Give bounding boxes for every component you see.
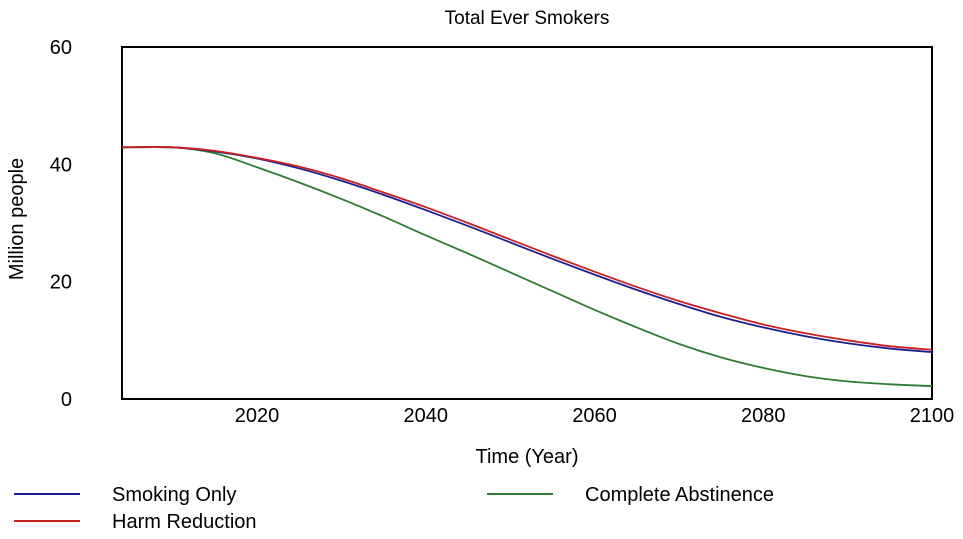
y-tick-label: 0 xyxy=(61,389,72,411)
x-tick-label: 2080 xyxy=(741,405,786,427)
plot-area xyxy=(121,46,933,400)
x-tick-label: 2040 xyxy=(404,405,449,427)
y-axis-label: Million people xyxy=(6,158,28,280)
chart-title: Total Ever Smokers xyxy=(445,8,610,29)
y-tick-label: 20 xyxy=(50,272,72,294)
legend-label: Smoking Only xyxy=(112,484,237,506)
legend-label: Complete Abstinence xyxy=(585,484,774,506)
y-tick-label: 60 xyxy=(50,37,72,59)
legend: Smoking Only Harm Reduction Complete Absti… xyxy=(14,484,774,533)
legend-item-smoking-only: Smoking Only xyxy=(14,484,237,506)
x-axis-label: Time (Year) xyxy=(476,446,579,468)
legend-item-harm-reduction: Harm Reduction xyxy=(14,511,257,533)
legend-item-complete-abstinence: Complete Abstinence xyxy=(487,484,774,506)
series-line-harm-reduction xyxy=(121,146,933,351)
y-axis-ticks: 0 20 40 60 xyxy=(50,37,72,411)
x-axis-ticks: 2020 2040 2060 2080 2100 xyxy=(235,405,955,427)
x-tick-label: 2060 xyxy=(572,405,617,427)
series-line-smoking-only xyxy=(121,146,933,353)
series-lines xyxy=(121,145,933,387)
x-tick-label: 2100 xyxy=(910,405,955,427)
x-tick-label: 2020 xyxy=(235,405,280,427)
legend-label: Harm Reduction xyxy=(112,511,257,533)
series-line-complete-abstinence xyxy=(121,145,933,387)
y-tick-label: 40 xyxy=(50,154,72,176)
